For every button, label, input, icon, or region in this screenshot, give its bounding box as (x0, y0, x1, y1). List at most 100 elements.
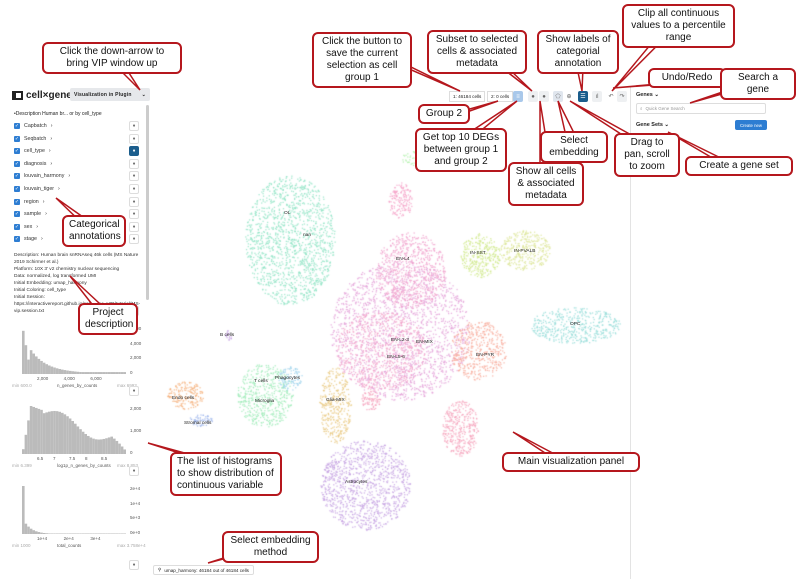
y-tick: 2e+4 (130, 486, 141, 491)
x-tick: 2,000 (37, 376, 49, 381)
category-louvain_harmony[interactable]: ✓ louvain_harmony › (14, 171, 70, 181)
cluster-label: Microglia (255, 399, 275, 404)
embedding-select-icon[interactable]: ⬠ (553, 91, 563, 102)
checkbox[interactable]: ✓ (14, 236, 20, 243)
color-by-icon[interactable]: ♦ (129, 209, 139, 220)
cluster-label: T cells (254, 379, 268, 384)
chevron-right-icon[interactable]: › (50, 135, 53, 142)
callout-group2: Group 2 (418, 104, 470, 124)
checkbox[interactable]: ✓ (14, 186, 20, 192)
histogram-bar (50, 366, 54, 374)
category-sample[interactable]: ✓ sample › (14, 209, 47, 219)
histogram-bar (22, 486, 25, 534)
create-gene-set-button[interactable]: Create new (735, 120, 767, 130)
checkbox[interactable]: ✓ (14, 148, 20, 155)
histogram-bar (97, 439, 100, 454)
histogram-bar (55, 411, 59, 454)
cluster-label: EN-L4 (396, 257, 410, 262)
zoom-pan-icon[interactable]: ⊕ (564, 91, 574, 102)
embedding-selector[interactable]: ⚲ umap_harmony: 46184 out of 46184 cells (153, 565, 254, 575)
color-by-icon[interactable]: ♦ (129, 121, 139, 131)
gene-search-input[interactable]: ⌕ Quick Gene Search (636, 103, 766, 114)
chevron-right-icon[interactable]: › (36, 223, 39, 230)
color-by-icon[interactable]: ♦ (129, 221, 139, 232)
chevron-down-icon[interactable]: ⌄ (141, 91, 146, 98)
category-region[interactable]: ✓ region › (14, 197, 45, 207)
category-Capbatch[interactable]: ✓ Capbatch › (14, 121, 52, 131)
histogram-bar (92, 438, 95, 454)
chevron-right-icon[interactable]: › (50, 160, 53, 167)
histogram-bar (84, 372, 87, 374)
callout-search-gene: Search a gene (720, 68, 796, 100)
sidebar-scrollbar[interactable] (146, 105, 149, 300)
checkbox[interactable]: ✓ (14, 123, 20, 129)
histogram-bar (89, 437, 93, 454)
chevron-right-icon[interactable]: › (42, 198, 45, 205)
color-by-icon[interactable]: ♦ (129, 158, 139, 169)
color-by-icon[interactable]: ♦ (129, 171, 139, 182)
group1-button[interactable]: 1: 46184 cells (449, 91, 486, 102)
subset-icon[interactable]: ● (528, 91, 538, 102)
chevron-right-icon[interactable]: › (58, 186, 60, 192)
histogram-log1p_n_genes_by_counts[interactable]: 2,000 1,000 0 6.5 7 7.5 8 8.5 min 6.399 log1p_n_g… (12, 398, 147, 478)
color-by-icon[interactable]: ♦ (129, 184, 139, 194)
chevron-right-icon[interactable]: › (45, 211, 47, 218)
cluster-label: B cells (220, 333, 235, 338)
category-label: Capbatch (24, 123, 47, 129)
color-by-icon[interactable]: ♦ (129, 560, 139, 570)
category-louvain_tiger[interactable]: ✓ louvain_tiger › (14, 184, 60, 194)
category-sex[interactable]: ✓ sex › (14, 222, 38, 232)
checkbox[interactable]: ✓ (14, 211, 20, 218)
checkbox[interactable]: ✓ (14, 135, 20, 142)
clip-histogram-icon[interactable]: ıl (592, 91, 602, 102)
x-tick: 3e+4 (90, 536, 101, 541)
histogram-bar (79, 429, 82, 454)
histogram-bar (102, 372, 106, 374)
checkbox[interactable]: ✓ (14, 198, 20, 205)
color-by-icon[interactable]: ♦ (129, 234, 139, 245)
chevron-right-icon[interactable]: › (68, 173, 71, 180)
color-by-icon[interactable]: ♦ (129, 386, 139, 396)
group2-button[interactable]: 2: 0 cells (487, 91, 514, 102)
gene-sets-header[interactable]: Gene Sets ⌄ (636, 122, 670, 128)
y-tick: 0 (130, 370, 133, 375)
histogram-bar (81, 372, 85, 374)
histogram-bar (107, 437, 111, 454)
embedding-scatter-plot[interactable] (152, 140, 630, 570)
show-labels-icon[interactable]: ☰ (578, 91, 588, 102)
vip-dropdown[interactable]: Visualization in Plugin ⌄ (70, 88, 150, 101)
description-line: Initial Coloring: cell_type (14, 288, 66, 293)
chevron-right-icon[interactable]: › (50, 123, 53, 129)
chevron-right-icon[interactable]: › (40, 236, 43, 243)
color-by-icon[interactable]: ♦ (129, 146, 139, 157)
histogram-total_counts[interactable]: 2e+4 1e+4 5e+3 0e+0 1e+4 2e+4 3e+4 min 1000 tota… (12, 478, 147, 558)
checkbox[interactable]: ✓ (14, 160, 20, 167)
category-diagnosis[interactable]: ✓ diagnosis › (14, 159, 52, 169)
callout-undo-redo: Undo/Redo (648, 68, 726, 88)
histogram-bar (50, 411, 54, 454)
color-by-icon[interactable]: ♦ (129, 133, 139, 144)
histogram-bar (123, 449, 126, 454)
category-Seqbatch[interactable]: ✓ Seqbatch › (14, 134, 52, 144)
cluster-label: IN-SST (470, 251, 486, 256)
checkbox[interactable]: ✓ (14, 173, 20, 180)
histogram-bar (48, 533, 51, 534)
color-by-icon[interactable]: ♦ (129, 196, 139, 207)
chevron-right-icon[interactable]: › (48, 148, 51, 155)
diffexp-icon[interactable]: ≡ (513, 91, 523, 102)
redo-icon[interactable]: ↷ (617, 91, 627, 102)
x-tick: 8 (85, 456, 88, 461)
category-cell_type[interactable]: ✓ cell_type › (14, 146, 51, 156)
color-by-icon[interactable]: ♦ (129, 466, 139, 476)
callout-degs: Get top 10 DEGs between group 1 and grou… (415, 128, 507, 172)
category-stage[interactable]: ✓ stage › (14, 234, 43, 244)
histogram-bar (102, 438, 106, 454)
undo-icon[interactable]: ↶ (606, 91, 616, 102)
checkbox[interactable]: ✓ (14, 223, 20, 230)
genes-header[interactable]: Genes ⌄ (636, 92, 659, 98)
logo-text: cell×gene (26, 90, 72, 101)
reset-subset-icon[interactable]: ● (539, 91, 549, 102)
description-toggle[interactable]: •Description Human br... or by cell_type (14, 111, 102, 117)
histogram-bar (32, 353, 35, 374)
